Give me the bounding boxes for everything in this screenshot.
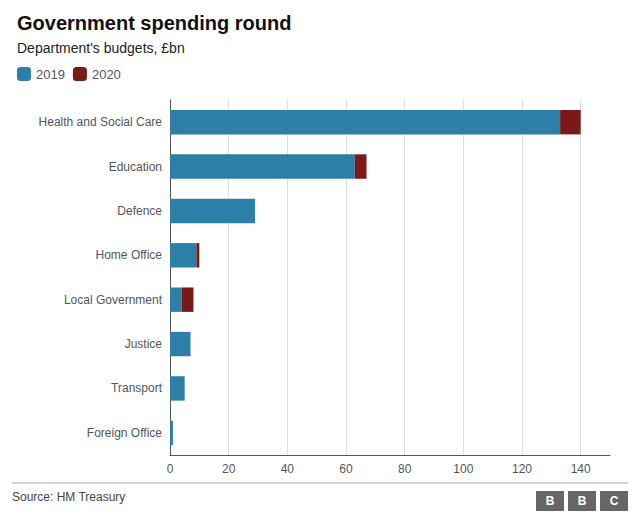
- svg-text:2019: 2019: [36, 67, 65, 82]
- svg-text:Source: HM Treasury: Source: HM Treasury: [12, 490, 125, 504]
- svg-text:60: 60: [339, 462, 353, 476]
- svg-text:Foreign Office: Foreign Office: [87, 426, 162, 440]
- svg-text:Justice: Justice: [125, 337, 163, 351]
- svg-text:120: 120: [512, 462, 532, 476]
- svg-text:B: B: [546, 494, 555, 508]
- svg-text:B: B: [578, 494, 587, 508]
- svg-text:0: 0: [167, 462, 174, 476]
- svg-text:Transport: Transport: [111, 381, 163, 395]
- svg-text:Education: Education: [109, 160, 162, 174]
- svg-text:Health and Social Care: Health and Social Care: [39, 115, 163, 129]
- svg-text:80: 80: [398, 462, 412, 476]
- svg-text:140: 140: [571, 462, 591, 476]
- svg-text:Defence: Defence: [117, 204, 162, 218]
- svg-text:Local Government: Local Government: [64, 293, 163, 307]
- svg-text:Department's budgets, £bn: Department's budgets, £bn: [17, 40, 185, 56]
- svg-text:20: 20: [222, 462, 236, 476]
- svg-text:Government spending round: Government spending round: [17, 12, 291, 34]
- svg-text:C: C: [610, 494, 619, 508]
- svg-text:Home Office: Home Office: [96, 248, 163, 262]
- svg-text:100: 100: [453, 462, 473, 476]
- svg-text:2020: 2020: [92, 67, 121, 82]
- svg-text:40: 40: [281, 462, 295, 476]
